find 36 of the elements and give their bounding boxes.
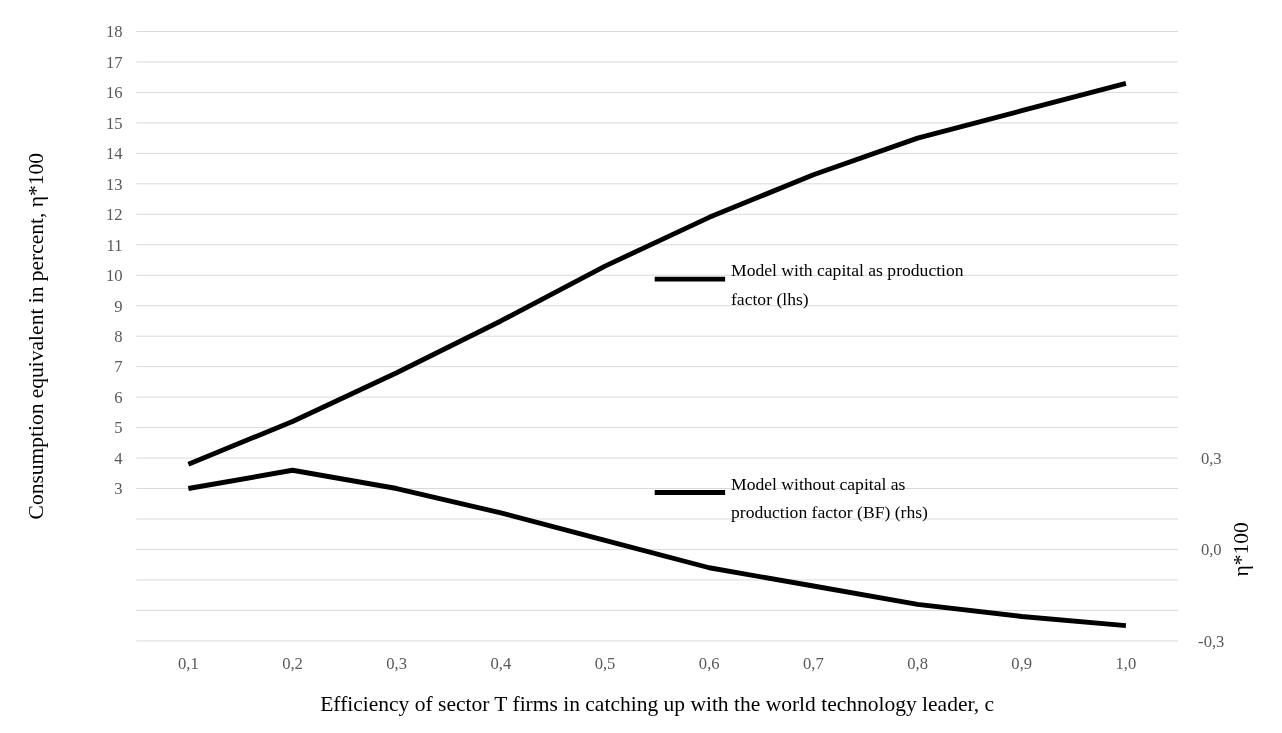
x-tick-label: 0,9 <box>1011 654 1033 674</box>
y-tick-label: 13 <box>105 174 123 194</box>
x-tick-label: 1,0 <box>1115 654 1137 674</box>
y-tick-label: 8 <box>114 327 123 346</box>
y-tick-label: 6 <box>114 387 123 407</box>
legend-label: Model without capital as production factor (BF) (rhs) <box>730 473 929 522</box>
x-tick-label: 0,4 <box>490 654 512 674</box>
y-tick-label: 4 <box>114 448 124 468</box>
y-tick-label: 16 <box>105 83 123 103</box>
x-tick-label: 0,6 <box>698 654 720 674</box>
y-tick-label: 12 <box>105 205 123 225</box>
line-series <box>185 467 1129 629</box>
y-tick-label: 9 <box>114 296 123 316</box>
y-tick-label: 14 <box>105 144 124 164</box>
x-tick-label: 0,8 <box>907 654 928 674</box>
y-tick-label: 15 <box>105 113 123 133</box>
y-tick-label: 5 <box>114 418 123 438</box>
y2-tick-label: -0,3 <box>1198 631 1225 651</box>
line-series <box>185 80 1129 467</box>
y2-tick-label: 0,3 <box>1200 448 1222 468</box>
x-tick-label: 0,2 <box>282 654 303 674</box>
y-tick-label: 18 <box>105 22 123 42</box>
x-tick-label: 0,5 <box>594 654 616 674</box>
x-axis-title: Efficiency of sector T firms in catching up with the world technology leader, c <box>320 692 995 717</box>
y-tick-label: 10 <box>105 266 123 286</box>
y-tick-label: 17 <box>105 52 123 72</box>
y-tick-label: 11 <box>106 235 123 255</box>
x-tick-label: 0,7 <box>803 654 824 674</box>
x-tick-label: 0,1 <box>177 654 199 674</box>
y2-tick-label: 0,0 <box>1200 540 1222 560</box>
legend-label: Model with capital as production factor (lhs) <box>730 260 964 309</box>
y-tick-label: 3 <box>114 479 123 499</box>
y2-axis-title: η*100 <box>1229 522 1254 577</box>
x-tick-label: 0,3 <box>386 654 408 674</box>
y-tick-label: 7 <box>114 357 123 377</box>
y-axis-title: Consumption equivalent in percent, η*100 <box>24 152 49 520</box>
